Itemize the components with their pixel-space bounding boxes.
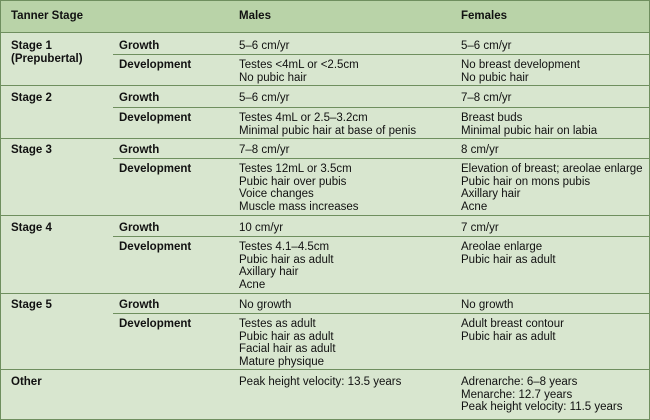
females-growth: 5–6 cm/yr bbox=[461, 40, 512, 52]
section-divider bbox=[1, 85, 649, 86]
males-development: Testes 12mL or 3.5cm Pubic hair over pub… bbox=[239, 163, 359, 213]
males-development: Testes as adult Pubic hair as adult Faci… bbox=[239, 318, 336, 368]
stage-label: Stage 4 bbox=[11, 222, 52, 234]
stage-label: Stage 5 bbox=[11, 299, 52, 311]
females-growth: 8 cm/yr bbox=[461, 144, 499, 156]
row-label-development: Development bbox=[119, 163, 192, 175]
females-growth: No growth bbox=[461, 299, 514, 311]
section-divider bbox=[1, 138, 649, 139]
females-other: Adrenarche: 6–8 years Menarche: 12.7 yea… bbox=[461, 376, 623, 413]
header-males: Males bbox=[239, 10, 271, 22]
header-females: Females bbox=[461, 10, 508, 22]
males-growth: 5–6 cm/yr bbox=[239, 92, 290, 104]
table-header-row: Tanner Stage Males Females bbox=[1, 1, 649, 33]
stage-label: Stage 3 bbox=[11, 144, 52, 156]
row-divider bbox=[113, 158, 649, 159]
males-growth: 5–6 cm/yr bbox=[239, 40, 290, 52]
row-label-growth: Growth bbox=[119, 144, 160, 156]
row-label-development: Development bbox=[119, 241, 192, 253]
row-divider bbox=[113, 107, 649, 108]
row-label-growth: Growth bbox=[119, 222, 160, 234]
row-divider bbox=[113, 54, 649, 55]
males-growth: No growth bbox=[239, 299, 292, 311]
stage-label: Other bbox=[11, 376, 42, 388]
females-growth: 7–8 cm/yr bbox=[461, 92, 512, 104]
females-growth: 7 cm/yr bbox=[461, 222, 499, 234]
header-tanner-stage: Tanner Stage bbox=[11, 10, 83, 22]
row-label-growth: Growth bbox=[119, 299, 160, 311]
females-development: No breast development No pubic hair bbox=[461, 59, 580, 84]
females-development: Areolae enlarge Pubic hair as adult bbox=[461, 241, 556, 266]
row-divider bbox=[113, 236, 649, 237]
males-other: Peak height velocity: 13.5 years bbox=[239, 376, 402, 388]
males-development: Testes 4mL or 2.5–3.2cm Minimal pubic ha… bbox=[239, 112, 417, 137]
males-growth: 10 cm/yr bbox=[239, 222, 284, 234]
section-divider bbox=[1, 215, 649, 216]
stage-label: Stage 2 bbox=[11, 92, 52, 104]
females-development: Breast buds Minimal pubic hair on labia bbox=[461, 112, 598, 137]
section-divider bbox=[1, 293, 649, 294]
row-label-growth: Growth bbox=[119, 92, 160, 104]
row-divider bbox=[113, 313, 649, 314]
stage-label: Stage 1 (Prepubertal) bbox=[11, 40, 83, 65]
row-label-development: Development bbox=[119, 318, 192, 330]
row-label-development: Development bbox=[119, 59, 192, 71]
males-development: Testes <4mL or <2.5cm No pubic hair bbox=[239, 59, 359, 84]
section-divider bbox=[1, 369, 649, 370]
females-development: Elevation of breast; areolae enlarge Pub… bbox=[461, 163, 643, 213]
row-label-growth: Growth bbox=[119, 40, 160, 52]
females-development: Adult breast contour Pubic hair as adult bbox=[461, 318, 564, 343]
males-development: Testes 4.1–4.5cm Pubic hair as adult Axi… bbox=[239, 241, 334, 291]
males-growth: 7–8 cm/yr bbox=[239, 144, 290, 156]
row-label-development: Development bbox=[119, 112, 192, 124]
